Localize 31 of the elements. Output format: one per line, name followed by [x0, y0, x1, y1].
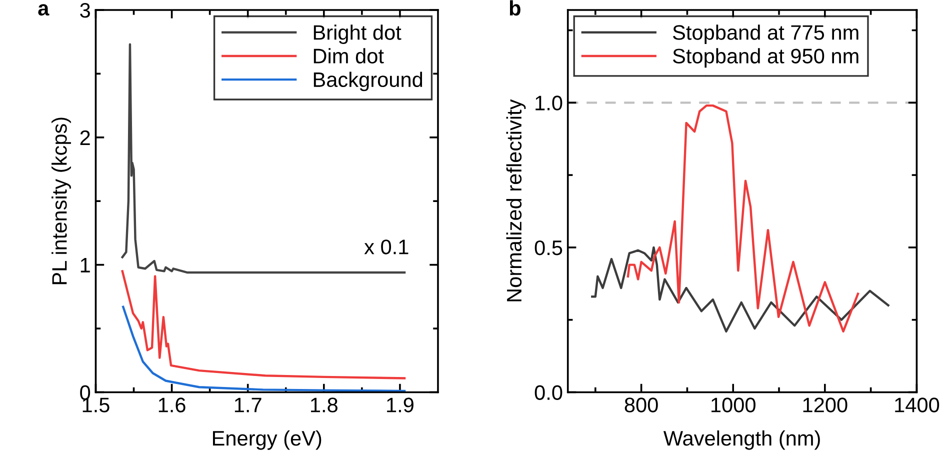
line-series [121, 270, 406, 380]
x-tick-label: 1.5 [82, 398, 110, 412]
legend-label: Stopband at 950 nm [672, 48, 858, 68]
y-tick-label: 1.0 [536, 96, 562, 110]
x-tick-label: 1.9 [387, 398, 414, 412]
x-tick-label: 1.7 [234, 398, 262, 412]
x-tick-label: 1200 [803, 398, 848, 412]
x-tick-label: 1000 [712, 398, 756, 412]
legend-label: Background [314, 72, 422, 92]
y-axis-title: Normalized reflectivity [506, 99, 526, 302]
y-tick-label: 0.0 [534, 385, 562, 400]
text: a [38, 4, 50, 16]
y-tick-label: 0.5 [534, 240, 562, 256]
text: b [510, 0, 520, 16]
line-series [122, 306, 406, 392]
legend-label: Bright dot [314, 24, 402, 44]
y-axis-title: PL intensity (kcps) [52, 118, 71, 284]
x-tick-label: 800 [624, 398, 658, 412]
annotation: x 0.1 [364, 240, 408, 254]
x-tick-label: 1.8 [311, 398, 338, 412]
line-series [591, 246, 890, 333]
x-tick-label: 1400 [895, 398, 940, 412]
y-tick-label: 2 [80, 130, 90, 145]
x-axis-title: Wavelength (nm) [663, 430, 820, 450]
y-tick-label: 3 [80, 2, 90, 18]
line-series [626, 104, 860, 333]
x-axis-title: Energy (eV) [212, 430, 322, 450]
x-tick-label: 1.6 [158, 398, 186, 412]
legend-label: Stopband at 775 nm [672, 24, 858, 44]
y-tick-label: 1 [80, 258, 90, 272]
legend-label: Dim dot [314, 48, 384, 64]
